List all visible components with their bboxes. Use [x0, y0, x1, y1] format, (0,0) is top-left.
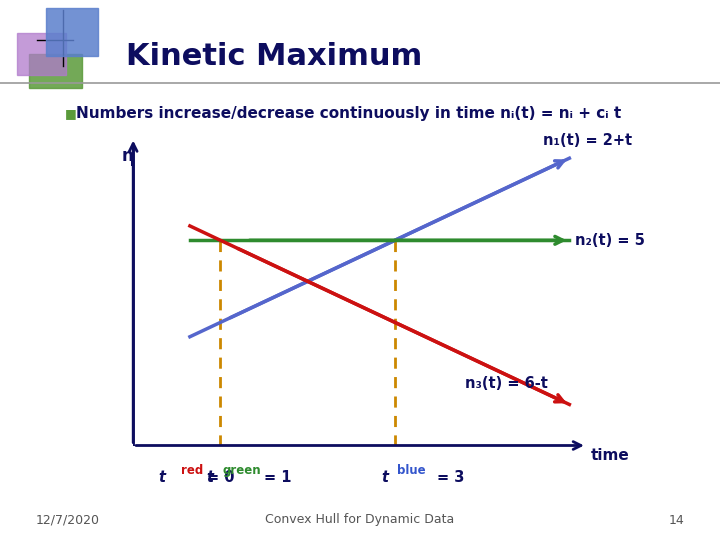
Text: blue: blue	[397, 464, 426, 477]
Text: ■: ■	[65, 107, 76, 120]
Text: t: t	[158, 470, 166, 485]
Text: time: time	[591, 448, 630, 463]
Text: Convex Hull for Dynamic Data: Convex Hull for Dynamic Data	[266, 514, 454, 526]
Text: green: green	[222, 464, 261, 477]
Text: n₂(t) = 5: n₂(t) = 5	[575, 233, 645, 248]
Text: = 1: = 1	[264, 470, 292, 485]
Text: n₃(t) = 6-t: n₃(t) = 6-t	[464, 376, 547, 391]
Text: n: n	[122, 147, 134, 165]
Text: i: i	[130, 156, 134, 169]
Text: Kinetic Maximum: Kinetic Maximum	[126, 42, 422, 71]
Text: t: t	[381, 470, 388, 485]
Text: Numbers increase/decrease continuously in time nᵢ(t) = nᵢ + cᵢ t: Numbers increase/decrease continuously i…	[76, 106, 621, 121]
Text: = 0: = 0	[207, 470, 235, 485]
Text: 12/7/2020: 12/7/2020	[36, 514, 100, 526]
Text: 14: 14	[668, 514, 684, 526]
Text: n₁(t) = 2+t: n₁(t) = 2+t	[543, 133, 632, 148]
Bar	[30, 54, 82, 89]
Bar	[45, 8, 98, 56]
Bar	[17, 33, 66, 75]
Text: t: t	[207, 470, 213, 485]
Text: red: red	[181, 464, 204, 477]
Text: = 3: = 3	[437, 470, 464, 485]
